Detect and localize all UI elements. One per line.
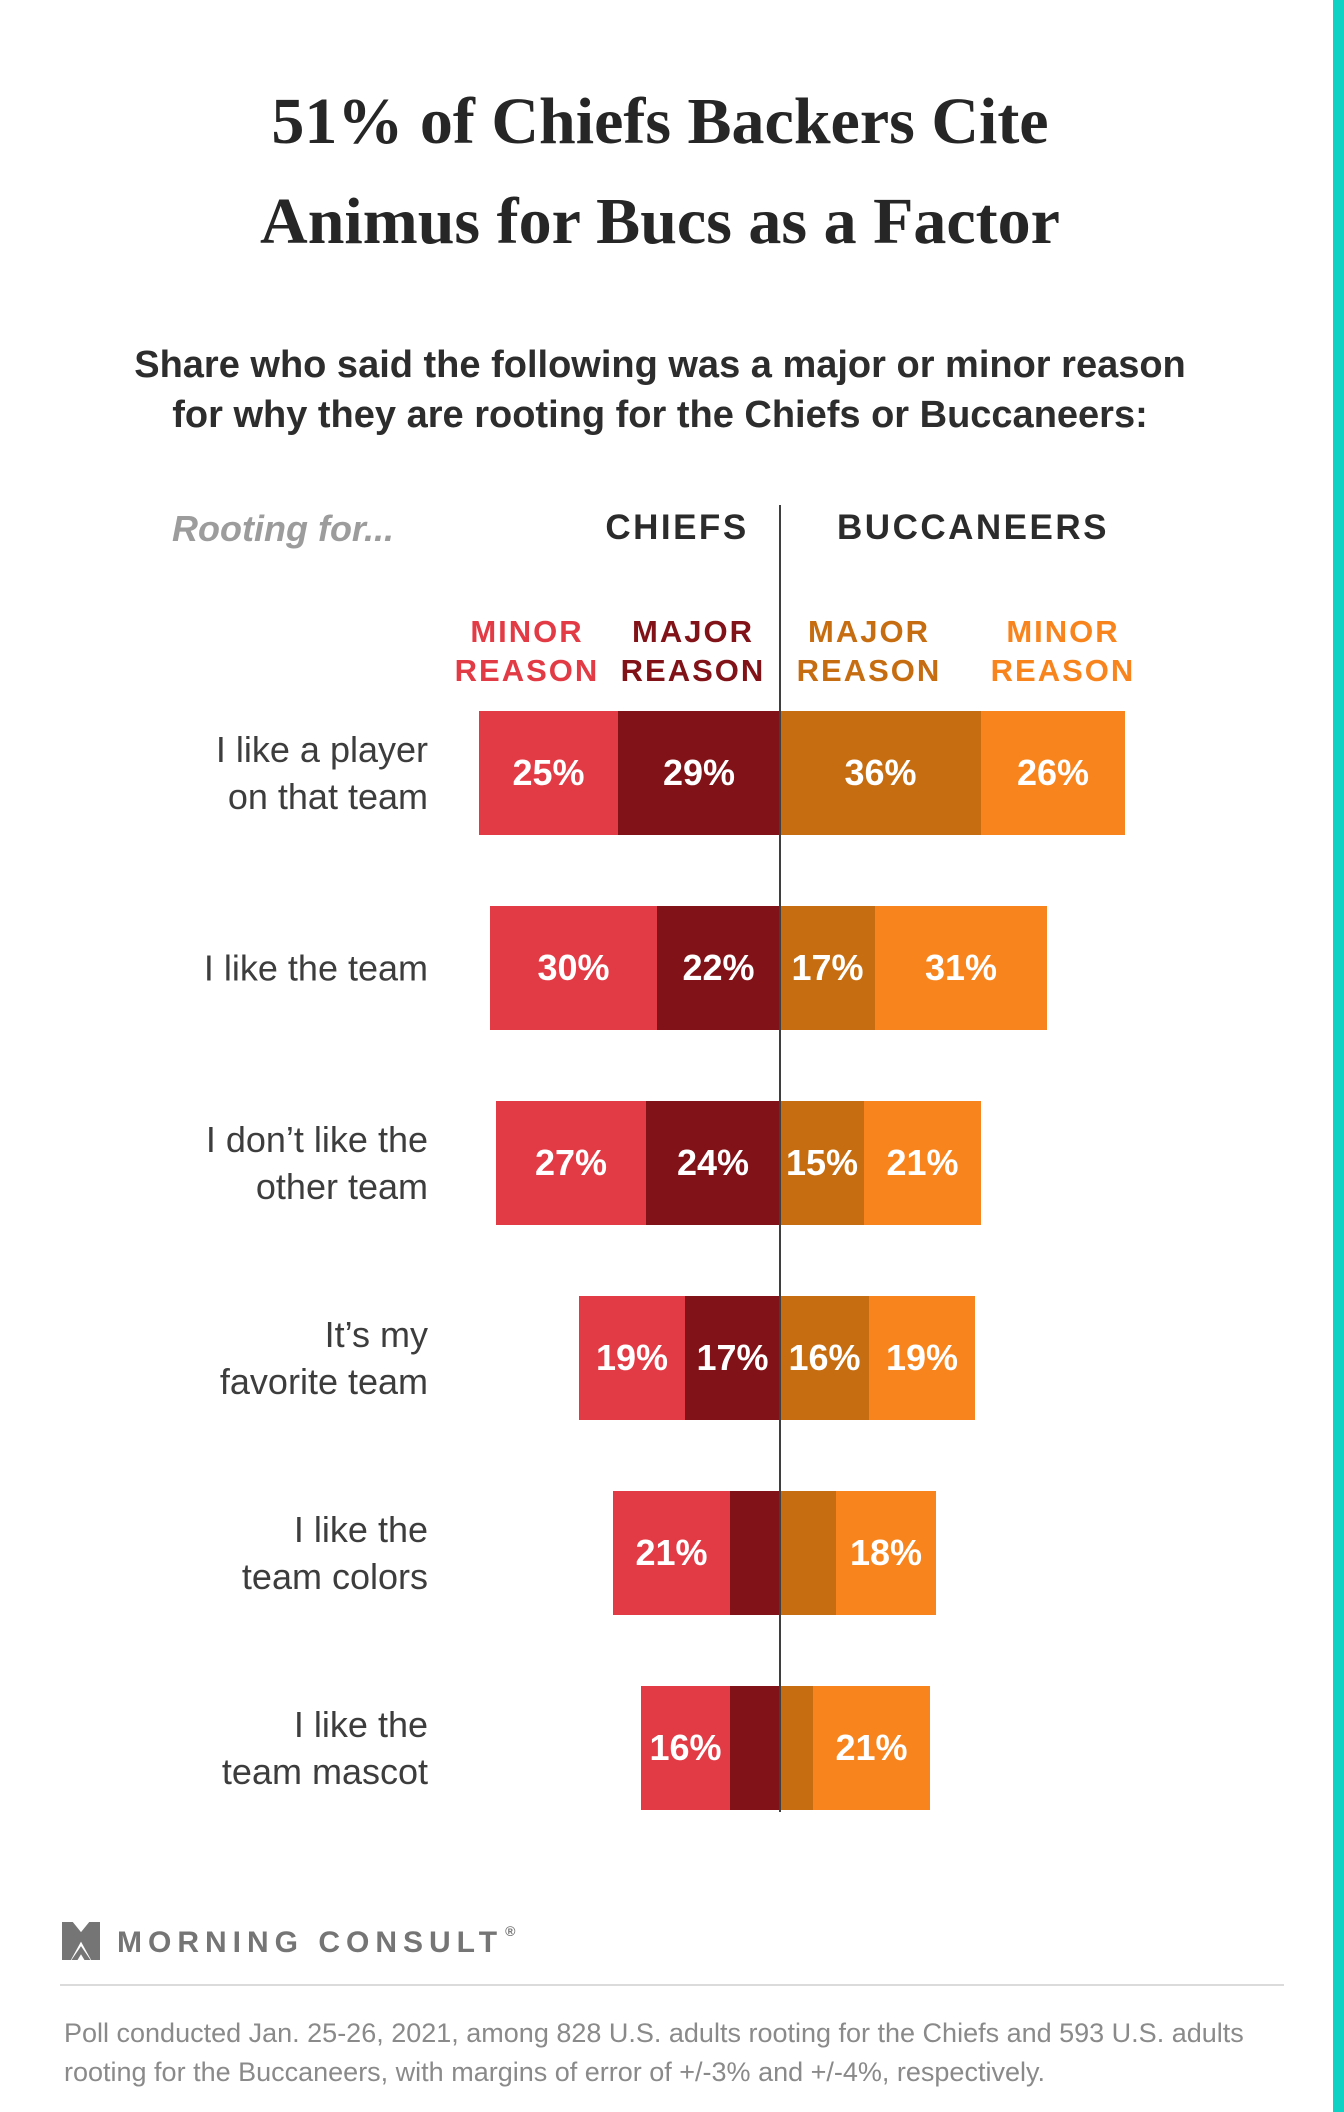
center-divider-line	[779, 505, 781, 1812]
bar-value-label: 36%	[844, 752, 917, 793]
bar-buccaneers-major-reason-row-5	[780, 1491, 836, 1615]
legend-bucs-major-reason: MAJOR REASON	[796, 614, 942, 688]
bar-buccaneers-minor-reason-row-6: 21%	[813, 1686, 930, 1810]
legend-chiefs-major-reason: MAJOR REASON	[620, 614, 766, 688]
bar-value-label: 16%	[788, 1337, 861, 1378]
bar-value-label: 26%	[1016, 752, 1090, 793]
bar-value-label: 30%	[537, 947, 610, 988]
bar-chiefs-major-reason-row-3: 24%	[646, 1101, 780, 1225]
bar-value-label: 17%	[696, 1337, 769, 1378]
bar-value-label: 18%	[849, 1532, 923, 1573]
teal-accent-edge	[1333, 0, 1344, 2112]
chiefs-column-header: CHIEFS	[605, 508, 749, 547]
legend-bucs-minor-reason: MINOR REASON	[990, 614, 1136, 688]
bar-chiefs-minor-reason-row-4: 19%	[579, 1296, 685, 1420]
row-label-3: I don’t like the other team	[205, 1119, 428, 1207]
bar-chiefs-minor-reason-row-5: 21%	[613, 1491, 730, 1615]
bar-chiefs-major-reason-row-6	[730, 1686, 780, 1810]
bar-chiefs-major-reason-row-1: 29%	[618, 711, 780, 835]
bar-buccaneers-minor-reason-row-4: 19%	[869, 1296, 975, 1420]
page-title: 51% of Chiefs Backers Cite Animus for Bu…	[260, 85, 1060, 258]
bar-value-label: 25%	[512, 752, 585, 793]
bar-value-label: 16%	[649, 1727, 722, 1768]
bar-value-label: 22%	[682, 947, 755, 988]
logo-wordmark: MORNING CONSULT ®	[117, 1923, 515, 1960]
logo-wordmark-text: MORNING CONSULT	[117, 1925, 504, 1959]
bar-chiefs-major-reason-row-2: 22%	[657, 906, 780, 1030]
bar-value-label: 21%	[886, 1142, 959, 1183]
bar-buccaneers-major-reason-row-2: 17%	[780, 906, 875, 1030]
row-label-5: I like the team colors	[241, 1509, 428, 1597]
bar-value-label: 21%	[635, 1532, 708, 1573]
page-subtitle: Share who said the following was a major…	[134, 344, 1186, 436]
bar-value-label: 19%	[885, 1337, 959, 1378]
bar-chiefs-minor-reason-row-1: 25%	[479, 711, 618, 835]
bar-value-label: 19%	[595, 1337, 669, 1378]
row-label-2: I like the team	[203, 947, 428, 989]
bar-buccaneers-major-reason-row-6	[780, 1686, 813, 1810]
row-label-4: It’s my favorite team	[219, 1314, 428, 1402]
bar-value-label: 27%	[534, 1142, 608, 1183]
bar-chiefs-major-reason-row-5	[730, 1491, 780, 1615]
bar-buccaneers-minor-reason-row-3: 21%	[864, 1101, 981, 1225]
bar-value-label: 29%	[662, 752, 736, 793]
rooting-for-label: Rooting for...	[172, 508, 394, 549]
morning-consult-logo-icon	[62, 1922, 100, 1960]
bar-buccaneers-major-reason-row-4: 16%	[780, 1296, 869, 1420]
bar-chiefs-major-reason-row-4: 17%	[685, 1296, 780, 1420]
bar-buccaneers-minor-reason-row-5: 18%	[836, 1491, 936, 1615]
bar-value-label: 21%	[835, 1727, 908, 1768]
bar-value-label: 24%	[676, 1142, 750, 1183]
bar-value-label: 31%	[924, 947, 998, 988]
row-label-1: I like a player on that team	[215, 729, 428, 817]
bar-value-label: 17%	[791, 947, 864, 988]
bar-buccaneers-minor-reason-row-2: 31%	[875, 906, 1047, 1030]
buccaneers-column-header: BUCCANEERS	[837, 508, 1109, 547]
bar-buccaneers-major-reason-row-3: 15%	[780, 1101, 864, 1225]
bar-buccaneers-major-reason-row-1: 36%	[780, 711, 981, 835]
bar-chiefs-minor-reason-row-2: 30%	[490, 906, 657, 1030]
methodology-footnote: Poll conducted Jan. 25-26, 2021, among 8…	[64, 2018, 1244, 2087]
bar-buccaneers-minor-reason-row-1: 26%	[981, 711, 1125, 835]
footer-divider-rule	[60, 1984, 1284, 1986]
row-label-6: I like the team mascot	[221, 1704, 428, 1792]
registered-trademark: ®	[505, 1922, 516, 1939]
bar-value-label: 15%	[785, 1142, 859, 1183]
bar-chiefs-minor-reason-row-3: 27%	[496, 1101, 646, 1225]
morning-consult-logo: MORNING CONSULT ®	[62, 1922, 515, 1960]
legend-chiefs-minor-reason: MINOR REASON	[454, 614, 600, 688]
bar-chiefs-minor-reason-row-6: 16%	[641, 1686, 730, 1810]
